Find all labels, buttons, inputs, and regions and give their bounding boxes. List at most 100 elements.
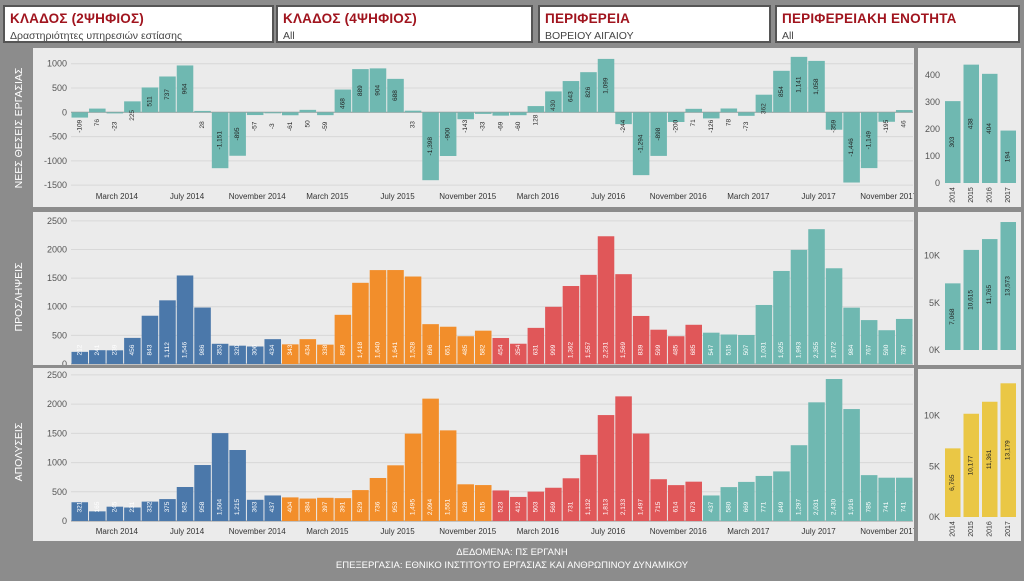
y-tick-label: 0 xyxy=(62,516,67,526)
bar xyxy=(369,68,387,113)
data-label: 404 xyxy=(287,501,294,512)
bar xyxy=(562,286,580,364)
x-tick-label: November 2015 xyxy=(439,527,496,536)
data-label: 1,569 xyxy=(620,341,627,358)
bar xyxy=(632,433,650,521)
data-label: -898 xyxy=(655,127,662,140)
data-label: 685 xyxy=(690,344,697,355)
filter-value[interactable]: Δραστηριότητες υπηρεσιών εστίασης xyxy=(10,30,183,42)
bar xyxy=(211,112,229,169)
data-label: 438 xyxy=(968,118,975,129)
bar xyxy=(527,327,545,364)
data-label: 731 xyxy=(567,501,574,512)
data-label: 849 xyxy=(778,501,785,512)
y-tick-label: 300 xyxy=(925,97,940,107)
data-label: 737 xyxy=(164,89,171,100)
bar xyxy=(878,330,895,364)
filter-value[interactable]: ΒΟΡΕΙΟΥ ΑΙΓΑΙΟΥ xyxy=(545,30,634,42)
bar xyxy=(738,112,755,116)
x-tick-label: November 2014 xyxy=(229,192,286,201)
y-tick-label: 1000 xyxy=(47,59,67,69)
data-label: 986 xyxy=(199,344,206,355)
x-tick-label: March 2015 xyxy=(306,527,349,536)
y-tick-label: -1000 xyxy=(44,156,67,166)
y-tick-label: 500 xyxy=(52,487,67,497)
bar xyxy=(334,498,352,521)
y-tick-label: 2500 xyxy=(47,216,67,226)
bar xyxy=(615,274,632,364)
data-label: 128 xyxy=(532,114,539,125)
bar xyxy=(439,430,457,521)
y-tick-label: -1500 xyxy=(44,180,67,190)
data-label: 1,640 xyxy=(374,341,381,358)
bar xyxy=(89,350,106,364)
x-tick-label: July 2015 xyxy=(380,192,415,201)
bar xyxy=(878,112,895,122)
y-tick-label: 10K xyxy=(924,251,940,261)
bar xyxy=(650,479,667,521)
bar xyxy=(790,56,808,113)
bar xyxy=(439,326,457,364)
x-tick-label: March 2014 xyxy=(96,527,139,536)
data-label: 839 xyxy=(638,344,645,355)
y-tick-label: 100 xyxy=(925,151,940,161)
bar xyxy=(246,499,264,521)
filter-regional-unit[interactable]: ΠΕΡΙΦΕΡΕΙΑΚΗ ΕΝΟΤΗΤΑ All xyxy=(775,5,1020,43)
y-tick-label: 0K xyxy=(929,345,940,355)
bar xyxy=(982,239,998,350)
bar xyxy=(825,268,843,364)
bar xyxy=(860,320,878,364)
data-label: 354 xyxy=(515,344,522,355)
bar xyxy=(527,491,545,521)
data-label: 787 xyxy=(901,344,908,355)
bar xyxy=(843,112,860,183)
data-label: 999 xyxy=(550,344,557,355)
bar xyxy=(527,106,545,113)
data-label: 529 xyxy=(357,501,364,512)
data-label: 651 xyxy=(445,344,452,355)
bar xyxy=(492,338,510,364)
data-label: 736 xyxy=(374,501,381,512)
bar xyxy=(580,72,597,113)
net-jobs-monthly-panel: ΝΕΕΣ ΘΕΣΕΙΣ ΕΡΓΑΣΙΑΣ 1000 500 0 -500 -1000 -15… xyxy=(3,48,914,207)
data-label: 321 xyxy=(76,501,83,512)
bar xyxy=(264,339,281,364)
data-label: 615 xyxy=(480,501,487,512)
data-label: 741 xyxy=(883,501,890,512)
data-label: 50 xyxy=(304,120,311,128)
bar xyxy=(895,110,913,113)
data-label: -60 xyxy=(515,121,522,131)
data-label: 78 xyxy=(725,118,732,126)
data-label: 503 xyxy=(532,501,539,512)
bar xyxy=(755,94,773,113)
x-tick-label: March 2016 xyxy=(517,527,560,536)
y-tick-label: 0 xyxy=(62,359,67,369)
bar xyxy=(703,332,720,364)
x-tick-label: March 2014 xyxy=(96,192,139,201)
bar xyxy=(404,276,422,364)
bar xyxy=(703,495,720,521)
bar xyxy=(159,300,176,364)
filter-title: ΠΕΡΙΦΕΡΕΙΑ xyxy=(545,11,631,26)
bar xyxy=(264,495,281,521)
bar xyxy=(176,275,194,364)
data-label: 320 xyxy=(234,344,241,355)
filter-title: ΚΛΑΔΟΣ (2ΨΗΦΙΟΣ) xyxy=(10,11,145,26)
y-tick-label: 0K xyxy=(929,512,940,522)
filter-kladosd4[interactable]: ΚΛΑΔΟΣ (4ΨΗΦΙΟΣ) All xyxy=(276,5,533,43)
data-label: 397 xyxy=(322,501,329,512)
data-label: 767 xyxy=(866,344,873,355)
bar xyxy=(1000,222,1016,350)
filter-kladosd2[interactable]: ΚΛΑΔΟΣ (2ΨΗΦΙΟΣ) Δραστηριότητες υπηρεσιώ… xyxy=(3,5,274,43)
data-label: 76 xyxy=(94,119,101,127)
filter-region[interactable]: ΠΕΡΙΦΕΡΕΙΑ ΒΟΡΕΙΟΥ ΑΙΓΑΙΟΥ xyxy=(538,5,771,43)
data-label: -61 xyxy=(287,121,294,131)
bar xyxy=(404,433,422,521)
x-tick-label: 2015 xyxy=(968,521,975,537)
filter-value[interactable]: All xyxy=(782,30,794,42)
bar xyxy=(945,101,961,183)
data-label: 245 xyxy=(111,501,118,512)
y-tick-label: 500 xyxy=(52,330,67,340)
filter-value[interactable]: All xyxy=(283,30,295,42)
x-tick-label: July 2016 xyxy=(591,527,626,536)
